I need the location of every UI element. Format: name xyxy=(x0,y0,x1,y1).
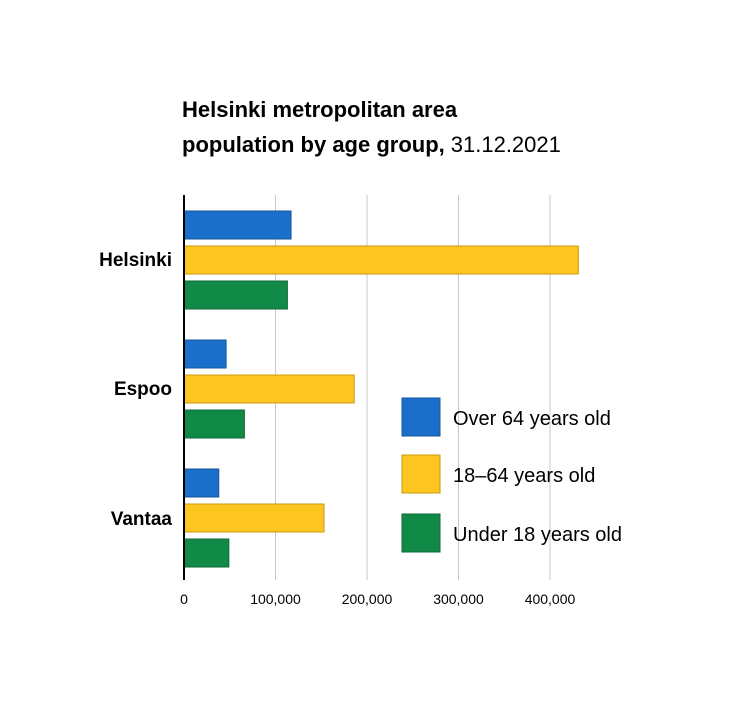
bar-espoo-over-64-years-old xyxy=(183,339,227,369)
bar-helsinki-under-18-years-old xyxy=(183,280,288,310)
x-tick-labels: 0 100,000 200,000 300,000 400,000 xyxy=(180,591,575,607)
legend-swatch-18-64-years-old xyxy=(401,454,441,494)
legend-label-over-64-years-old: Over 64 years old xyxy=(453,408,611,430)
category-label-vantaa: Vantaa xyxy=(111,509,173,530)
chart-title-date: 31.12.2021 xyxy=(451,132,561,157)
chart-title: Helsinki metropolitan area population by… xyxy=(182,97,561,157)
x-tick-label: 200,000 xyxy=(342,591,393,607)
chart-title-line-1: Helsinki metropolitan area xyxy=(182,97,458,122)
bar-vantaa-under-18-years-old xyxy=(183,538,230,568)
bars xyxy=(183,210,579,568)
chart-title-line-2-bold: population by age group, xyxy=(182,132,445,157)
bar-espoo-under-18-years-old xyxy=(183,409,245,439)
bar-espoo-18-64-years-old xyxy=(183,374,355,404)
category-label-helsinki: Helsinki xyxy=(99,250,172,271)
legend-swatch-over-64-years-old xyxy=(401,397,441,437)
bar-vantaa-over-64-years-old xyxy=(183,468,220,498)
x-tick-label: 400,000 xyxy=(525,591,576,607)
legend: Over 64 years old 18–64 years old Under 18… xyxy=(401,397,622,553)
category-label-espoo: Espoo xyxy=(114,379,172,400)
legend-swatch-under-18-years-old xyxy=(401,513,441,553)
legend-label-18-64-years-old: 18–64 years old xyxy=(453,465,595,487)
x-tick-label: 300,000 xyxy=(433,591,484,607)
bar-helsinki-over-64-years-old xyxy=(183,210,292,240)
bar-helsinki-18-64-years-old xyxy=(183,245,579,275)
x-tick-label: 0 xyxy=(180,591,188,607)
chart-title-line-2: population by age group, 31.12.2021 xyxy=(182,132,561,157)
category-labels: Helsinki Espoo Vantaa xyxy=(99,250,172,530)
x-tick-label: 100,000 xyxy=(250,591,301,607)
bar-vantaa-18-64-years-old xyxy=(183,503,325,533)
legend-label-under-18-years-old: Under 18 years old xyxy=(453,524,622,546)
